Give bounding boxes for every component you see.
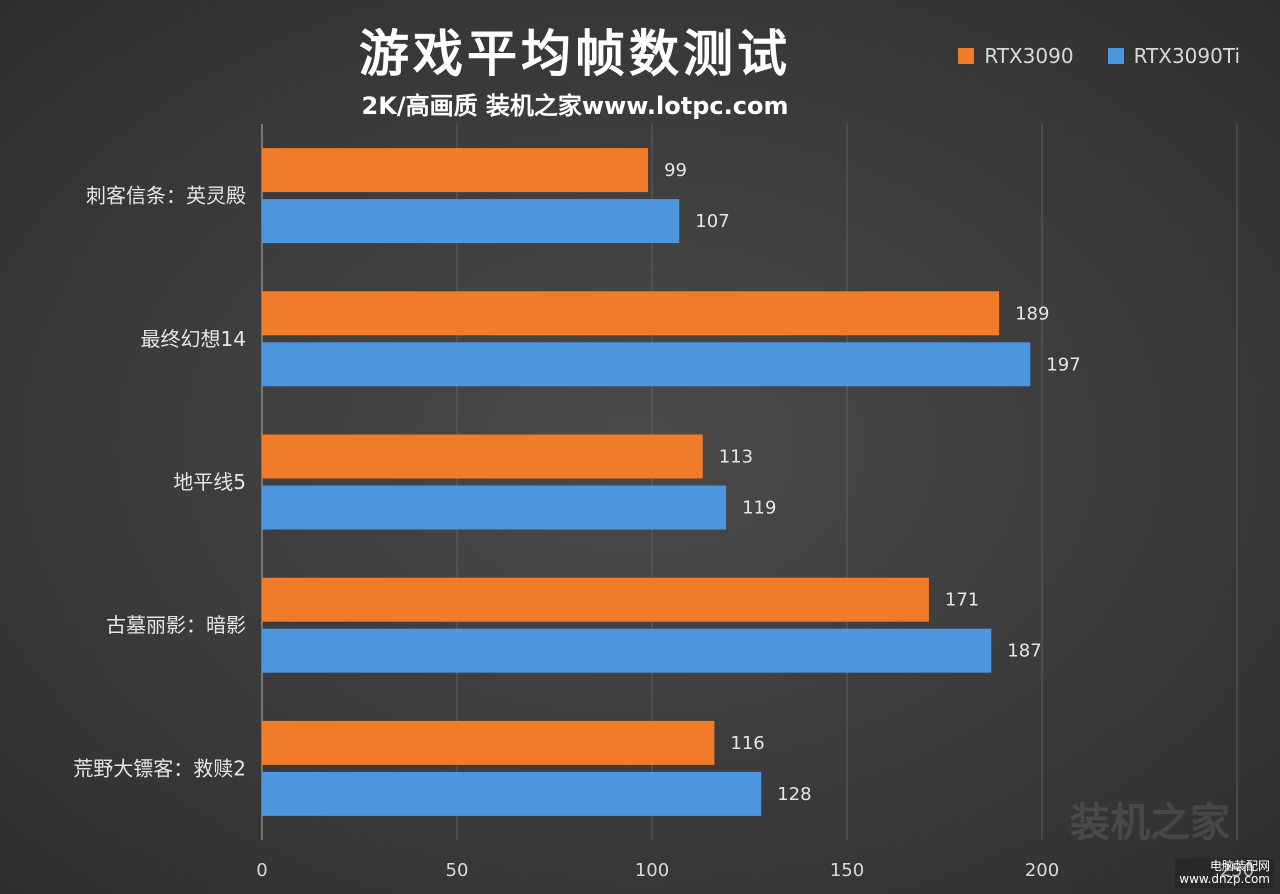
data-label: 107 [695, 211, 729, 232]
bar-rtx3090 [262, 577, 929, 622]
x-tick-label-0: 0 [256, 860, 267, 881]
category-label: 荒野大镖客：救赎2 [73, 756, 246, 780]
data-label: 171 [945, 590, 979, 611]
legend-label-rtx3090ti: RTX3090Ti [1133, 44, 1240, 68]
data-label: 116 [730, 733, 764, 754]
x-tick-label-50: 50 [446, 860, 469, 881]
corner-stamp-name: 电脑装配网 [1209, 859, 1270, 873]
data-label: 113 [719, 447, 753, 468]
legend-swatch-rtx3090 [958, 48, 975, 64]
watermark-logo: 装机之家 [1070, 800, 1230, 846]
data-label: 99 [664, 160, 687, 181]
x-tick-label-150: 150 [830, 860, 864, 881]
chart-subtitle: 2K/高画质 装机之家www.lotpc.com [361, 92, 789, 120]
data-label: 128 [777, 784, 811, 805]
x-tick-label-250: 250 [1220, 860, 1254, 881]
bar-rtx3090 [262, 291, 1000, 336]
bar-rtx3090ti [262, 771, 762, 816]
corner-stamp-url: www.dnzp.com [1179, 872, 1270, 886]
corner-stamp: 电脑装配网 www.dnzp.com [1175, 858, 1274, 888]
bar-rtx3090 [262, 148, 649, 193]
bar-rtx3090ti [262, 342, 1031, 387]
legend: RTX3090 RTX3090Ti [958, 44, 1240, 68]
bar-rtx3090ti [262, 199, 680, 244]
x-tick-label-200: 200 [1025, 860, 1059, 881]
legend-label-rtx3090: RTX3090 [984, 44, 1074, 68]
data-label: 189 [1015, 303, 1049, 324]
data-label: 197 [1046, 354, 1080, 375]
chart-title: 游戏平均帧数测试 [359, 25, 791, 83]
bar-rtx3090 [262, 720, 715, 765]
legend-swatch-rtx3090ti [1107, 48, 1124, 64]
category-label: 刺客信条：英灵殿 [86, 184, 246, 208]
x-tick-label-100: 100 [635, 860, 669, 881]
category-label: 地平线5 [173, 470, 246, 494]
bar-rtx3090 [262, 434, 703, 479]
category-label: 最终幻想14 [141, 327, 246, 351]
category-label: 古墓丽影：暗影 [106, 613, 246, 637]
legend-item-rtx3090ti: RTX3090Ti [1107, 44, 1240, 68]
legend-item-rtx3090: RTX3090 [958, 44, 1074, 68]
bar-rtx3090ti [262, 628, 992, 673]
data-label: 187 [1007, 641, 1041, 662]
bar-rtx3090ti [262, 485, 727, 530]
data-label: 119 [742, 498, 776, 519]
